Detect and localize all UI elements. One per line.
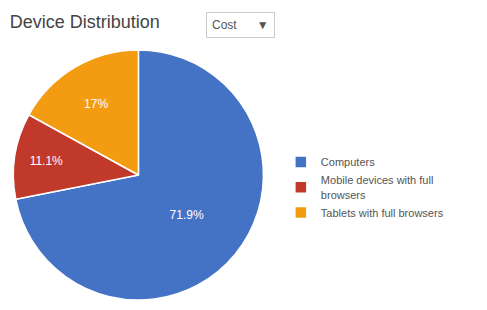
svg-text:Device Distribution: Device Distribution bbox=[10, 12, 160, 32]
svg-text:Cost ▼: Cost ▼ bbox=[212, 18, 269, 32]
svg-text:Mobile devices with fullbrowse: Mobile devices with fullbrowsers bbox=[321, 174, 434, 200]
svg-text:Computers: Computers bbox=[321, 156, 375, 168]
svg-text:71.9%: 71.9% bbox=[170, 208, 204, 222]
svg-text:Tablets with full browsers: Tablets with full browsers bbox=[321, 207, 444, 219]
svg-text:11.1%: 11.1% bbox=[30, 154, 63, 168]
svg-text:17%: 17% bbox=[84, 97, 108, 111]
